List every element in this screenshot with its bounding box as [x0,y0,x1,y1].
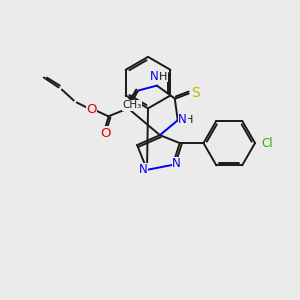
Text: N: N [150,70,158,83]
Text: O: O [100,127,111,140]
Text: CH₃: CH₃ [122,100,142,110]
Text: N: N [172,158,181,170]
Text: S: S [191,85,200,100]
Text: H: H [159,72,167,82]
Text: H: H [184,115,193,125]
Text: O: O [86,103,97,116]
Text: N: N [178,113,187,126]
Text: Cl: Cl [261,136,273,150]
Text: N: N [139,163,147,176]
